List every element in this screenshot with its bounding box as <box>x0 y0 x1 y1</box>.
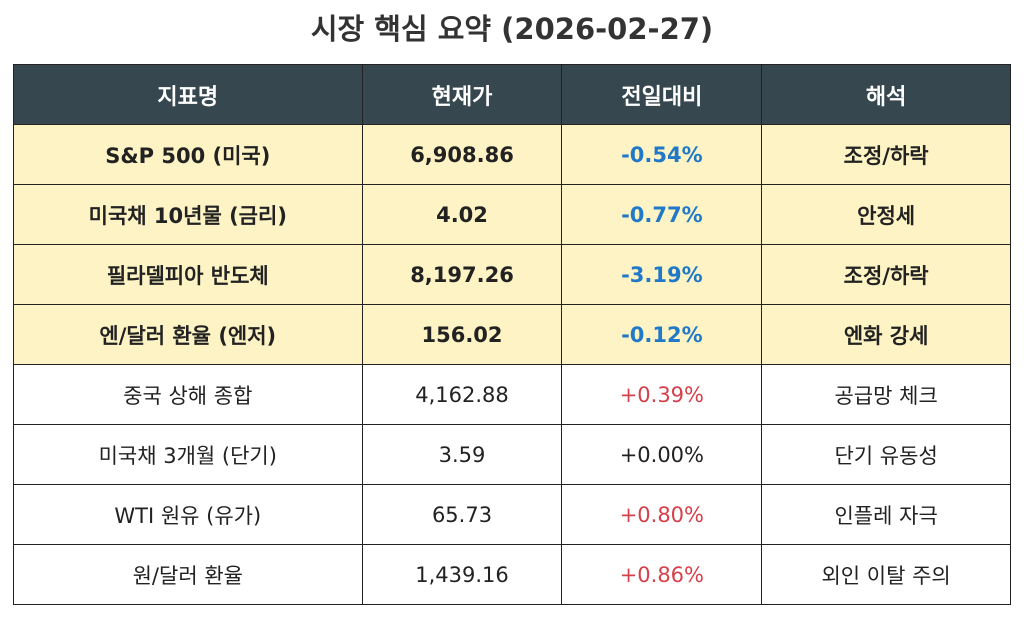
table-cell: 외인 이탈 주의 <box>761 544 1011 605</box>
table-row: 원/달러 환율 1,439.16 +0.86% 외인 이탈 주의 <box>13 544 1011 605</box>
change-cell: +0.80% <box>561 484 763 545</box>
change-cell: -0.77% <box>561 184 763 245</box>
table-cell: 1,439.16 <box>361 544 563 605</box>
change-cell: +0.86% <box>561 544 763 605</box>
header-row: 지표명 현재가 전일대비 해석 <box>13 64 1011 125</box>
table-cell: WTI 원유 (유가) <box>13 484 363 545</box>
header-cell: 전일대비 <box>561 64 763 125</box>
table-cell: 원/달러 환율 <box>13 544 363 605</box>
table-cell: 조정/하락 <box>761 244 1011 305</box>
table-cell: 인플레 자극 <box>761 484 1011 545</box>
table-row: 필라델피아 반도체 8,197.26 -3.19% 조정/하락 <box>13 244 1011 305</box>
table-cell: 중국 상해 종합 <box>13 364 363 425</box>
table-row: 엔/달러 환율 (엔저) 156.02 -0.12% 엔화 강세 <box>13 304 1011 365</box>
header-cell: 현재가 <box>361 64 563 125</box>
table-row: S&P 500 (미국) 6,908.86 -0.54% 조정/하락 <box>13 124 1011 185</box>
table-cell: 엔화 강세 <box>761 304 1011 365</box>
title: 시장 핵심 요약 (2026-02-27) <box>310 12 714 46</box>
table-cell: 미국채 10년물 (금리) <box>13 184 363 245</box>
table-cell: 3.59 <box>361 424 563 485</box>
table-cell: 단기 유동성 <box>761 424 1011 485</box>
table-cell: 8,197.26 <box>361 244 563 305</box>
table-cell: 엔/달러 환율 (엔저) <box>13 304 363 365</box>
change-cell: -0.12% <box>561 304 763 365</box>
table-cell: 4.02 <box>361 184 563 245</box>
header-cell: 해석 <box>761 64 1011 125</box>
table-cell: 미국채 3개월 (단기) <box>13 424 363 485</box>
summary-table: 지표명 현재가 전일대비 해석 S&P 500 (미국) 6,908.86 -0.54% 조… <box>13 64 1011 605</box>
table-cell: S&P 500 (미국) <box>13 124 363 185</box>
table-row: WTI 원유 (유가) 65.73 +0.80% 인플레 자극 <box>13 484 1011 545</box>
change-cell: +0.39% <box>561 364 763 425</box>
table-row: 미국채 10년물 (금리) 4.02 -0.77% 안정세 <box>13 184 1011 245</box>
table-cell: 65.73 <box>361 484 563 545</box>
table-cell: 6,908.86 <box>361 124 563 185</box>
change-cell: -3.19% <box>561 244 763 305</box>
table-cell: 공급망 체크 <box>761 364 1011 425</box>
table-row: 미국채 3개월 (단기) 3.59 +0.00% 단기 유동성 <box>13 424 1011 485</box>
change-cell: +0.00% <box>561 424 763 485</box>
table-cell: 4,162.88 <box>361 364 563 425</box>
table-body: S&P 500 (미국) 6,908.86 -0.54% 조정/하락 미국채 10년물 … <box>13 124 1011 605</box>
table-cell: 필라델피아 반도체 <box>13 244 363 305</box>
table-cell: 안정세 <box>761 184 1011 245</box>
table-cell: 156.02 <box>361 304 563 365</box>
header-cell: 지표명 <box>13 64 363 125</box>
change-cell: -0.54% <box>561 124 763 185</box>
table-row: 중국 상해 종합 4,162.88 +0.39% 공급망 체크 <box>13 364 1011 425</box>
table-cell: 조정/하락 <box>761 124 1011 185</box>
